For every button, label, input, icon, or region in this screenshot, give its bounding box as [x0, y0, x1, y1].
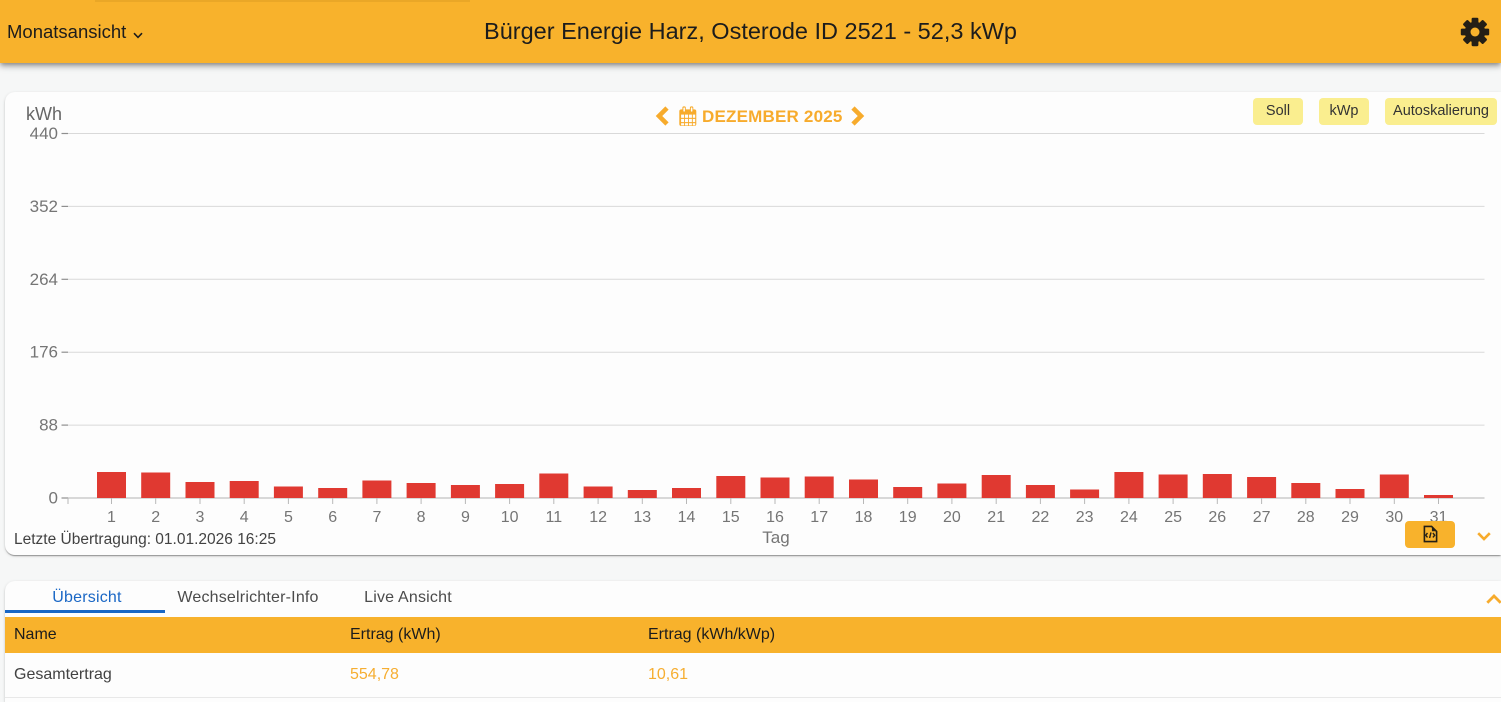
- svg-text:24: 24: [1120, 509, 1138, 526]
- svg-text:352: 352: [30, 197, 58, 216]
- svg-text:2: 2: [151, 509, 160, 526]
- svg-text:25: 25: [1164, 509, 1182, 526]
- svg-text:Tag: Tag: [762, 528, 789, 547]
- svg-text:22: 22: [1032, 509, 1050, 526]
- svg-text:8: 8: [417, 509, 426, 526]
- svg-text:18: 18: [855, 509, 873, 526]
- svg-text:28: 28: [1297, 509, 1315, 526]
- svg-text:7: 7: [372, 509, 381, 526]
- svg-text:20: 20: [943, 509, 961, 526]
- svg-text:12: 12: [589, 509, 607, 526]
- svg-text:10: 10: [501, 509, 519, 526]
- svg-text:0: 0: [49, 489, 58, 508]
- svg-text:440: 440: [30, 124, 58, 143]
- svg-text:15: 15: [722, 509, 740, 526]
- svg-text:264: 264: [30, 270, 58, 289]
- svg-text:23: 23: [1076, 509, 1094, 526]
- svg-text:17: 17: [810, 509, 828, 526]
- svg-text:4: 4: [240, 509, 249, 526]
- svg-text:19: 19: [899, 509, 917, 526]
- svg-text:88: 88: [39, 416, 58, 435]
- svg-text:6: 6: [328, 509, 337, 526]
- svg-text:11: 11: [545, 509, 562, 526]
- svg-text:1: 1: [107, 509, 116, 526]
- svg-text:21: 21: [987, 509, 1005, 526]
- svg-text:26: 26: [1208, 509, 1226, 526]
- svg-text:16: 16: [766, 509, 784, 526]
- svg-text:13: 13: [633, 509, 651, 526]
- svg-text:176: 176: [30, 343, 58, 362]
- svg-text:9: 9: [461, 509, 470, 526]
- svg-text:5: 5: [284, 509, 293, 526]
- svg-text:14: 14: [678, 509, 696, 526]
- svg-text:27: 27: [1253, 509, 1271, 526]
- svg-text:3: 3: [196, 509, 205, 526]
- svg-text:29: 29: [1341, 509, 1359, 526]
- svg-text:30: 30: [1385, 509, 1403, 526]
